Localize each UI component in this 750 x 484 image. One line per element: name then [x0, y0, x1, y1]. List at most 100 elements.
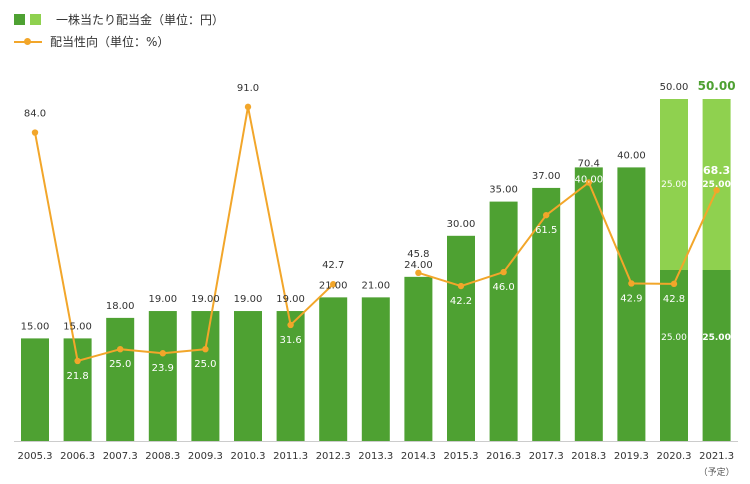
x-tick-note: （予定）	[699, 466, 735, 478]
dividend-value-label: 40.00	[617, 150, 646, 161]
dividend-value-label: 30.00	[447, 219, 476, 230]
dividend-value-label: 35.00	[489, 185, 518, 196]
dividend-stack-lower-label: 25.00	[661, 333, 687, 343]
payout-value-label: 84.0	[24, 109, 46, 120]
payout-value-label: 25.0	[194, 359, 216, 370]
x-tick-label: 2009.3	[188, 451, 223, 462]
x-tick-label: 2006.3	[60, 451, 95, 462]
dividend-bar	[148, 311, 177, 441]
x-tick-label: 2017.3	[529, 451, 564, 462]
x-tick-label: 2011.3	[273, 451, 308, 462]
dividend-bar	[191, 311, 220, 441]
dividend-bar	[276, 311, 305, 441]
dividend-bar	[532, 187, 561, 441]
dividend-value-label: 19.00	[276, 294, 305, 305]
dividend-bar-stack	[702, 99, 731, 270]
legend-label-dividend: 一株当たり配当金（単位：円）	[56, 12, 225, 27]
dividend-bar	[574, 167, 603, 441]
legend-label-payout: 配当性向（単位：%）	[50, 34, 170, 49]
dividend-value-label: 15.00	[21, 321, 50, 332]
payout-line	[418, 181, 718, 288]
x-tick-label: 2013.3	[358, 451, 393, 462]
legend-item-payout: 配当性向（単位：%）	[14, 30, 224, 52]
payout-point	[202, 346, 209, 353]
payout-point	[415, 269, 422, 277]
payout-point	[74, 357, 81, 365]
dividend-bar	[234, 311, 262, 441]
dividend-value-label: 24.00	[404, 260, 433, 271]
dividend-stack-lower-label: 25.00	[702, 333, 730, 343]
light-green-swatch	[30, 13, 41, 25]
dividend-value-label: 21.00	[361, 280, 390, 291]
payout-value-label: 68.3	[703, 164, 730, 177]
x-tick-label: 2020.3	[657, 451, 692, 462]
dividend-value-label: 19.00	[148, 294, 177, 305]
payout-point	[117, 346, 124, 353]
payout-value-label: 91.0	[237, 83, 259, 94]
payout-value-label: 61.5	[535, 225, 557, 236]
payout-point	[670, 280, 678, 288]
payout-point	[543, 211, 550, 219]
payout-value-label: 23.9	[152, 363, 174, 374]
dividend-total-label: 50.00	[698, 79, 736, 93]
x-tick-label: 2010.3	[231, 451, 266, 462]
payout-point	[500, 268, 507, 276]
x-tick-label: 2012.3	[316, 451, 351, 462]
x-tick-label: 2005.3	[18, 451, 53, 462]
dividend-bar	[617, 167, 646, 441]
payout-value-label: 46.0	[492, 282, 514, 293]
payout-point	[713, 187, 720, 194]
dividend-bar	[106, 317, 135, 441]
dividend-value-label: 15.00	[63, 321, 92, 332]
payout-value-label: 70.4	[578, 158, 600, 169]
legend-item-dividend: 一株当たり配当金（単位：円）	[14, 8, 224, 30]
dividend-stack-upper-label: 25.00	[661, 180, 687, 190]
payout-point	[457, 282, 465, 290]
dividend-bar-stack	[660, 99, 688, 270]
payout-value-label: 42.8	[663, 294, 685, 305]
x-axis: 2005.3 2006.3 2007.3 2008.3 2009.3 2010.3 2011…	[14, 441, 738, 478]
dividend-total-label: 50.00	[660, 82, 689, 93]
x-tick-label: 2019.3	[614, 451, 649, 462]
dividend-bar	[319, 297, 348, 441]
dividend-bar	[447, 235, 475, 441]
payout-value-label: 42.7	[322, 260, 344, 271]
dividend-bar	[489, 201, 518, 441]
payout-value-label: 31.6	[279, 335, 301, 346]
payout-value-label: 21.8	[66, 371, 88, 382]
dividend-bar	[361, 297, 390, 441]
payout-point	[628, 280, 635, 287]
dividend-value-label: 19.00	[191, 294, 220, 305]
payout-line-layer	[31, 103, 720, 365]
dividend-inner-label: 40.00	[574, 174, 603, 185]
dividend-bar	[702, 270, 731, 441]
dividend-value-label: 37.00	[532, 171, 561, 182]
bar-layer	[21, 99, 731, 441]
dividend-bar	[660, 270, 688, 441]
dividend-bar	[404, 276, 433, 441]
payout-point	[330, 281, 337, 288]
label-layer: 15.00 15.00 18.00 19.00 19.00 19.00 19.00 21.00…	[21, 79, 736, 382]
x-tick-label: 2018.3	[571, 451, 606, 462]
x-tick-label: 2016.3	[486, 451, 521, 462]
payout-point	[31, 129, 39, 136]
x-tick-label: 2007.3	[103, 451, 138, 462]
dividend-value-label: 19.00	[234, 294, 263, 305]
line-marker-swatch	[14, 36, 42, 47]
dark-green-swatch	[14, 13, 25, 25]
payout-point	[159, 350, 166, 357]
x-tick-label: 2015.3	[444, 451, 479, 462]
payout-value-label: 42.2	[450, 296, 472, 307]
dividend-value-label: 21.00	[319, 280, 348, 291]
dividend-value-label: 18.00	[106, 301, 135, 312]
x-tick-label: 2014.3	[401, 451, 436, 462]
payout-value-label: 42.9	[620, 293, 642, 304]
payout-value-label: 25.0	[109, 359, 131, 370]
payout-value-label: 45.8	[407, 249, 429, 260]
dividend-bar	[63, 338, 92, 441]
x-tick-label: 2021.3	[699, 451, 734, 462]
dividend-stack-upper-label: 25.00	[702, 180, 730, 190]
x-tick-label: 2008.3	[145, 451, 180, 462]
legend: 一株当たり配当金（単位：円） 配当性向（単位：%）	[14, 8, 224, 52]
